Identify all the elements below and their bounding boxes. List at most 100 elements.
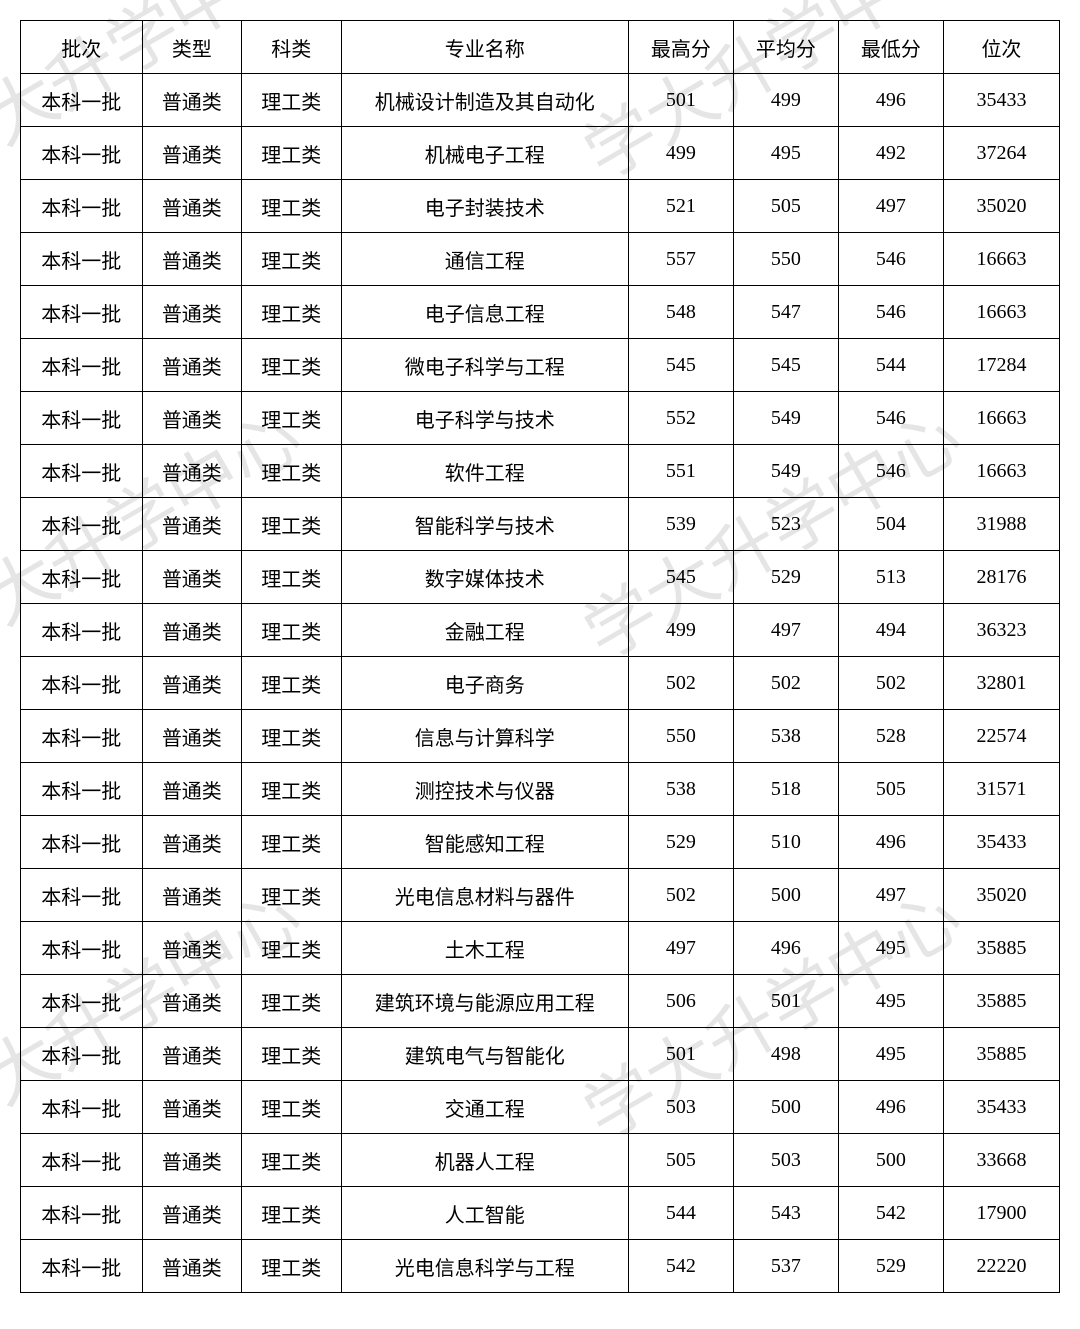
- cell-major: 通信工程: [341, 233, 628, 286]
- cell-category: 理工类: [242, 74, 341, 127]
- cell-major: 机器人工程: [341, 1134, 628, 1187]
- cell-max-score: 539: [628, 498, 733, 551]
- cell-category: 理工类: [242, 180, 341, 233]
- cell-avg-score: 502: [733, 657, 838, 710]
- table-row: 本科一批普通类理工类光电信息材料与器件50250049735020: [21, 869, 1060, 922]
- cell-avg-score: 537: [733, 1240, 838, 1293]
- cell-type: 普通类: [142, 286, 241, 339]
- cell-avg-score: 538: [733, 710, 838, 763]
- cell-min-score: 495: [838, 1028, 943, 1081]
- cell-max-score: 545: [628, 551, 733, 604]
- cell-type: 普通类: [142, 392, 241, 445]
- table-row: 本科一批普通类理工类建筑电气与智能化50149849535885: [21, 1028, 1060, 1081]
- cell-rank: 35020: [943, 180, 1059, 233]
- cell-min-score: 546: [838, 233, 943, 286]
- cell-max-score: 501: [628, 74, 733, 127]
- cell-category: 理工类: [242, 1187, 341, 1240]
- cell-min-score: 500: [838, 1134, 943, 1187]
- cell-type: 普通类: [142, 551, 241, 604]
- cell-type: 普通类: [142, 604, 241, 657]
- table-row: 本科一批普通类理工类金融工程49949749436323: [21, 604, 1060, 657]
- cell-major: 电子封装技术: [341, 180, 628, 233]
- cell-batch: 本科一批: [21, 1187, 143, 1240]
- cell-batch: 本科一批: [21, 975, 143, 1028]
- admission-scores-table-container: 批次 类型 科类 专业名称 最高分 平均分 最低分 位次 本科一批普通类理工类机…: [20, 20, 1060, 1293]
- cell-major: 光电信息科学与工程: [341, 1240, 628, 1293]
- cell-major: 数字媒体技术: [341, 551, 628, 604]
- cell-major: 机械设计制造及其自动化: [341, 74, 628, 127]
- cell-rank: 35885: [943, 922, 1059, 975]
- cell-type: 普通类: [142, 445, 241, 498]
- cell-major: 电子科学与技术: [341, 392, 628, 445]
- cell-max-score: 502: [628, 869, 733, 922]
- cell-max-score: 521: [628, 180, 733, 233]
- cell-rank: 32801: [943, 657, 1059, 710]
- cell-min-score: 546: [838, 445, 943, 498]
- header-max-score: 最高分: [628, 21, 733, 74]
- table-row: 本科一批普通类理工类交通工程50350049635433: [21, 1081, 1060, 1134]
- cell-category: 理工类: [242, 1081, 341, 1134]
- cell-max-score: 501: [628, 1028, 733, 1081]
- cell-category: 理工类: [242, 127, 341, 180]
- cell-category: 理工类: [242, 339, 341, 392]
- cell-min-score: 496: [838, 1081, 943, 1134]
- cell-type: 普通类: [142, 339, 241, 392]
- cell-category: 理工类: [242, 1240, 341, 1293]
- cell-category: 理工类: [242, 763, 341, 816]
- table-row: 本科一批普通类理工类电子商务50250250232801: [21, 657, 1060, 710]
- cell-category: 理工类: [242, 816, 341, 869]
- cell-avg-score: 499: [733, 74, 838, 127]
- cell-avg-score: 549: [733, 445, 838, 498]
- cell-category: 理工类: [242, 869, 341, 922]
- cell-rank: 16663: [943, 286, 1059, 339]
- cell-major: 机械电子工程: [341, 127, 628, 180]
- cell-category: 理工类: [242, 551, 341, 604]
- cell-rank: 35885: [943, 1028, 1059, 1081]
- cell-min-score: 497: [838, 869, 943, 922]
- cell-max-score: 551: [628, 445, 733, 498]
- cell-category: 理工类: [242, 710, 341, 763]
- cell-rank: 36323: [943, 604, 1059, 657]
- table-row: 本科一批普通类理工类光电信息科学与工程54253752922220: [21, 1240, 1060, 1293]
- cell-major: 测控技术与仪器: [341, 763, 628, 816]
- cell-avg-score: 547: [733, 286, 838, 339]
- cell-avg-score: 529: [733, 551, 838, 604]
- table-row: 本科一批普通类理工类测控技术与仪器53851850531571: [21, 763, 1060, 816]
- cell-category: 理工类: [242, 1134, 341, 1187]
- cell-type: 普通类: [142, 869, 241, 922]
- cell-batch: 本科一批: [21, 498, 143, 551]
- cell-min-score: 495: [838, 922, 943, 975]
- cell-major: 建筑环境与能源应用工程: [341, 975, 628, 1028]
- cell-batch: 本科一批: [21, 233, 143, 286]
- table-row: 本科一批普通类理工类微电子科学与工程54554554417284: [21, 339, 1060, 392]
- table-row: 本科一批普通类理工类智能科学与技术53952350431988: [21, 498, 1060, 551]
- cell-min-score: 494: [838, 604, 943, 657]
- cell-major: 电子商务: [341, 657, 628, 710]
- cell-min-score: 504: [838, 498, 943, 551]
- cell-major: 智能科学与技术: [341, 498, 628, 551]
- cell-min-score: 505: [838, 763, 943, 816]
- cell-type: 普通类: [142, 816, 241, 869]
- cell-max-score: 557: [628, 233, 733, 286]
- cell-type: 普通类: [142, 1240, 241, 1293]
- cell-category: 理工类: [242, 604, 341, 657]
- table-row: 本科一批普通类理工类机械设计制造及其自动化50149949635433: [21, 74, 1060, 127]
- cell-rank: 31988: [943, 498, 1059, 551]
- cell-max-score: 552: [628, 392, 733, 445]
- cell-major: 人工智能: [341, 1187, 628, 1240]
- cell-batch: 本科一批: [21, 763, 143, 816]
- cell-rank: 16663: [943, 233, 1059, 286]
- table-row: 本科一批普通类理工类智能感知工程52951049635433: [21, 816, 1060, 869]
- cell-type: 普通类: [142, 127, 241, 180]
- cell-avg-score: 510: [733, 816, 838, 869]
- cell-avg-score: 500: [733, 869, 838, 922]
- header-batch: 批次: [21, 21, 143, 74]
- cell-max-score: 506: [628, 975, 733, 1028]
- header-min-score: 最低分: [838, 21, 943, 74]
- header-category: 科类: [242, 21, 341, 74]
- cell-category: 理工类: [242, 233, 341, 286]
- cell-avg-score: 500: [733, 1081, 838, 1134]
- cell-rank: 16663: [943, 445, 1059, 498]
- cell-category: 理工类: [242, 286, 341, 339]
- cell-major: 微电子科学与工程: [341, 339, 628, 392]
